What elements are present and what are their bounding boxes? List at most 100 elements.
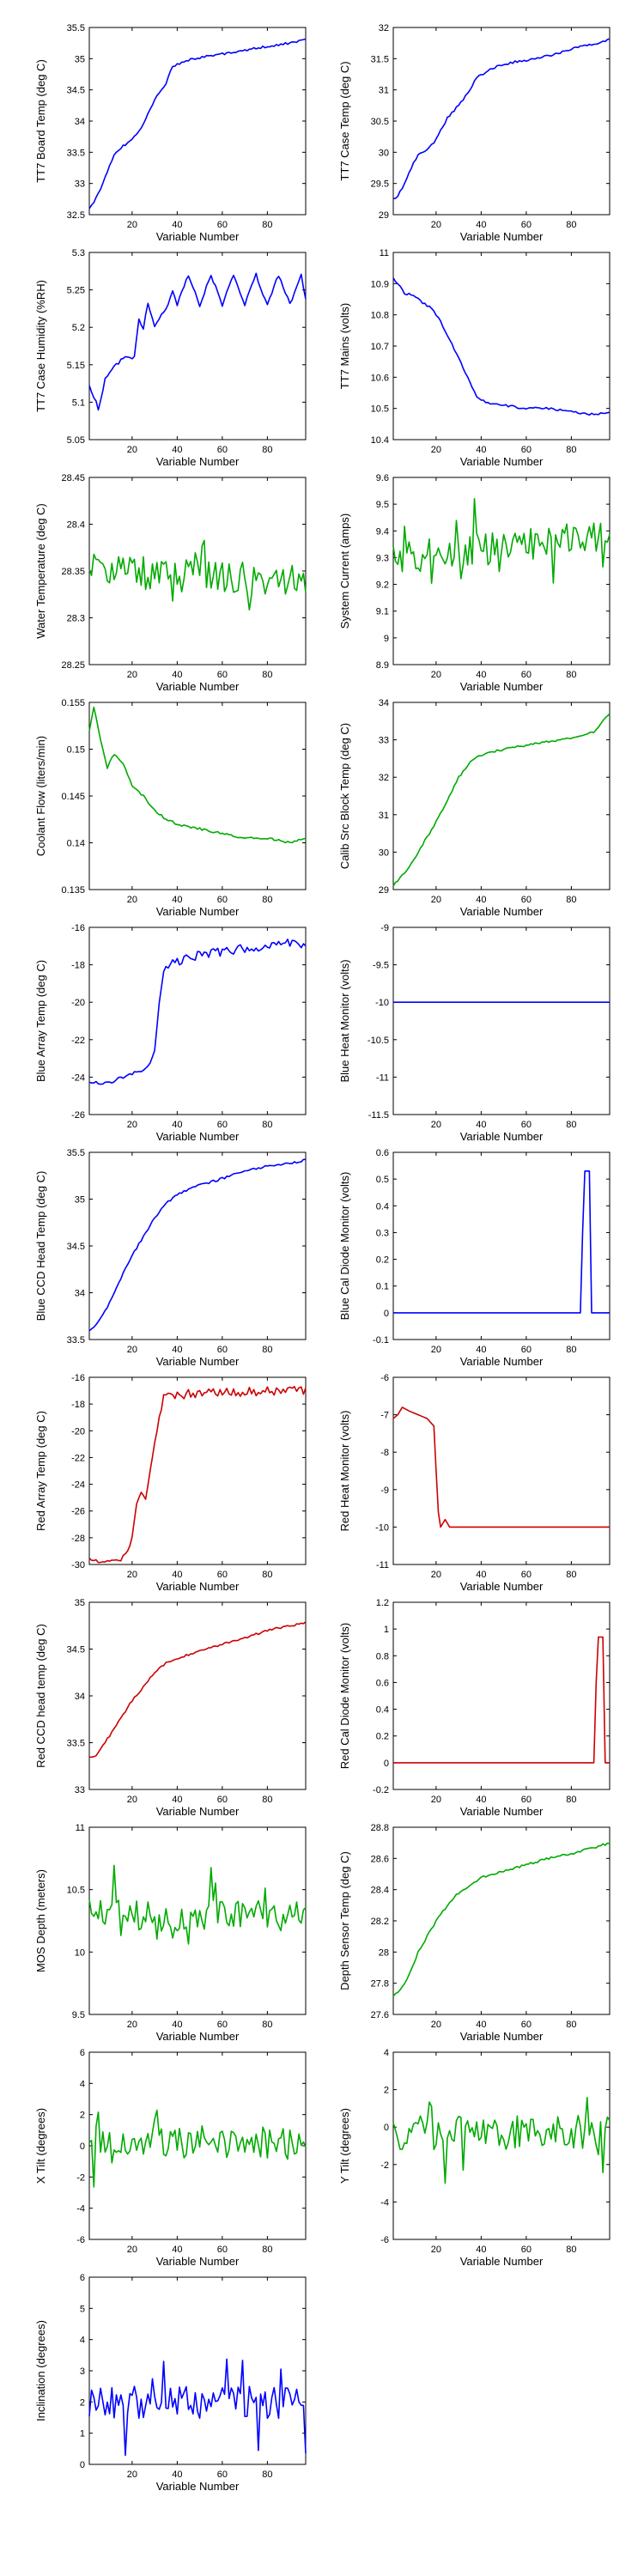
series-line <box>88 1158 306 1332</box>
y-tick-label: 35 <box>75 54 85 64</box>
y-tick-label: 28.3 <box>67 614 85 624</box>
x-tick-label: 60 <box>521 1795 532 1805</box>
y-tick-label: -6 <box>380 2235 389 2245</box>
x-tick-label: 20 <box>431 1120 441 1130</box>
x-tick-label: 20 <box>127 895 137 905</box>
y-tick-label: 34.5 <box>67 1645 85 1656</box>
chart-11: 20 40 60 80 33.5 34 34.5 35 35.5 Variable Number B… <box>34 1148 307 1368</box>
y-axis-label: System Current (amps) <box>338 513 351 629</box>
y-tick-label: 28.6 <box>371 1854 389 1864</box>
x-tick-label: 20 <box>127 1345 137 1355</box>
y-tick-label: -2 <box>76 2172 85 2183</box>
x-tick-label: 60 <box>521 220 532 230</box>
y-tick-label: 28.2 <box>371 1917 389 1927</box>
y-tick-label: 0.155 <box>61 698 85 708</box>
y-tick-label: 9.5 <box>72 2010 85 2020</box>
x-tick-label: 60 <box>217 670 228 680</box>
plot-frame <box>88 2276 307 2465</box>
chart-18: 20 40 60 80 27.6 27.8 28 28.2 28.4 28.6 28.8 Variab… <box>338 1823 611 2043</box>
y-tick-label: 0.14 <box>67 839 85 849</box>
y-tick-label: 34 <box>75 1692 85 1702</box>
x-tick-label: 40 <box>476 445 486 455</box>
y-tick-label: 31.5 <box>371 54 389 64</box>
y-tick-label: -10 <box>375 1522 389 1533</box>
series-line <box>392 1842 611 1997</box>
chart-17: 20 40 60 80 9.5 10 10.5 11 Variable Number MOS De… <box>34 1823 307 2043</box>
x-tick-label: 80 <box>566 2245 576 2255</box>
plot-frame <box>88 27 307 216</box>
x-tick-label: 20 <box>431 2020 441 2030</box>
x-tick-label: 60 <box>217 1795 228 1805</box>
x-tick-label: 20 <box>127 1795 137 1805</box>
x-tick-label: 20 <box>127 2020 137 2030</box>
chart-16: 20 40 60 80 -0.2 0 0.2 0.4 0.6 0.8 1 1.2 Variable Nu… <box>338 1598 611 1818</box>
y-tick-label: 1.2 <box>376 1598 389 1608</box>
x-tick-label: 20 <box>431 2245 441 2255</box>
x-axis-label: Variable Number <box>460 230 544 243</box>
y-tick-label: 34 <box>75 117 85 127</box>
y-tick-label: 29 <box>379 885 389 896</box>
x-axis-label: Variable Number <box>156 905 240 918</box>
y-tick-label: 0.2 <box>376 1732 389 1742</box>
y-tick-label: 0.3 <box>376 1228 389 1238</box>
y-tick-label: -24 <box>71 1480 85 1491</box>
y-tick-label: -9 <box>380 923 389 933</box>
chart-6: 20 40 60 80 8.9 9 9.1 9.2 9.3 9.4 9.5 9.6 Variable N… <box>338 473 611 693</box>
y-tick-label: 5.2 <box>72 323 85 333</box>
x-tick-label: 40 <box>476 1120 486 1130</box>
y-tick-label: 28.35 <box>61 567 85 577</box>
y-axis-label: Red Cal Diode Monitor (volts) <box>338 1623 351 1770</box>
series-line <box>88 2109 307 2188</box>
x-tick-label: 60 <box>217 220 228 230</box>
y-tick-label: -18 <box>71 1400 85 1410</box>
x-tick-label: 80 <box>262 1795 272 1805</box>
x-axis-label: Variable Number <box>460 1355 544 1368</box>
series-line <box>392 1406 610 1528</box>
x-tick-label: 20 <box>127 670 137 680</box>
y-axis-label: Red Heat Monitor (volts) <box>338 1411 351 1532</box>
y-tick-label: 0 <box>80 2142 85 2152</box>
y-tick-label: -8 <box>380 1448 389 1458</box>
x-axis-label: Variable Number <box>156 230 240 243</box>
y-tick-label: 31 <box>379 86 389 96</box>
y-tick-label: 0 <box>384 2123 389 2133</box>
y-tick-label: 29.5 <box>371 179 389 190</box>
plot-frame <box>392 2051 611 2240</box>
y-tick-label: 28.8 <box>371 1823 389 1833</box>
x-tick-label: 40 <box>172 1795 182 1805</box>
y-tick-label: 0.4 <box>376 1201 389 1212</box>
y-tick-label: 4 <box>80 2079 85 2089</box>
chart-12: 20 40 60 80 -0.1 0 0.1 0.2 0.3 0.4 0.5 0.6 Variable … <box>338 1148 611 1368</box>
y-tick-label: -20 <box>71 998 85 1008</box>
chart-21: 20 40 60 80 0 1 2 3 4 5 6 Variable Number Inclinatio… <box>34 2273 307 2493</box>
x-axis-label: Variable Number <box>156 2480 240 2493</box>
x-tick-label: 80 <box>262 2020 272 2030</box>
x-tick-label: 40 <box>172 670 182 680</box>
x-axis-label: Variable Number <box>460 1580 544 1593</box>
y-tick-label: -11 <box>376 1560 389 1571</box>
y-tick-label: 35.5 <box>67 23 85 33</box>
x-tick-label: 20 <box>127 2470 137 2480</box>
y-tick-label: 0.8 <box>376 1651 389 1662</box>
y-axis-label: TT7 Case Humidity (%RH) <box>34 280 47 412</box>
series-line <box>393 1636 610 1764</box>
x-tick-label: 20 <box>431 670 441 680</box>
x-tick-label: 80 <box>566 1120 576 1130</box>
chart-13: 20 40 60 80 -30 -28 -26 -24 -22 -20 -18 -16 Variable… <box>34 1373 307 1593</box>
x-tick-label: 40 <box>172 1345 182 1355</box>
x-tick-label: 60 <box>217 895 228 905</box>
y-tick-label: 0 <box>384 1759 389 1769</box>
y-tick-label: 10.7 <box>371 342 389 352</box>
x-tick-label: 20 <box>431 1345 441 1355</box>
y-tick-label: 5.25 <box>67 286 85 296</box>
x-tick-label: 80 <box>262 220 272 230</box>
y-axis-label: TT7 Board Temp (deg C) <box>34 59 47 183</box>
y-tick-label: 10.5 <box>371 404 389 415</box>
y-tick-label: 5 <box>80 2304 85 2314</box>
x-tick-label: 40 <box>172 1570 182 1580</box>
plot-frame <box>392 252 611 440</box>
y-tick-label: -6 <box>380 1373 389 1383</box>
x-tick-label: 60 <box>521 895 532 905</box>
x-tick-label: 40 <box>172 895 182 905</box>
